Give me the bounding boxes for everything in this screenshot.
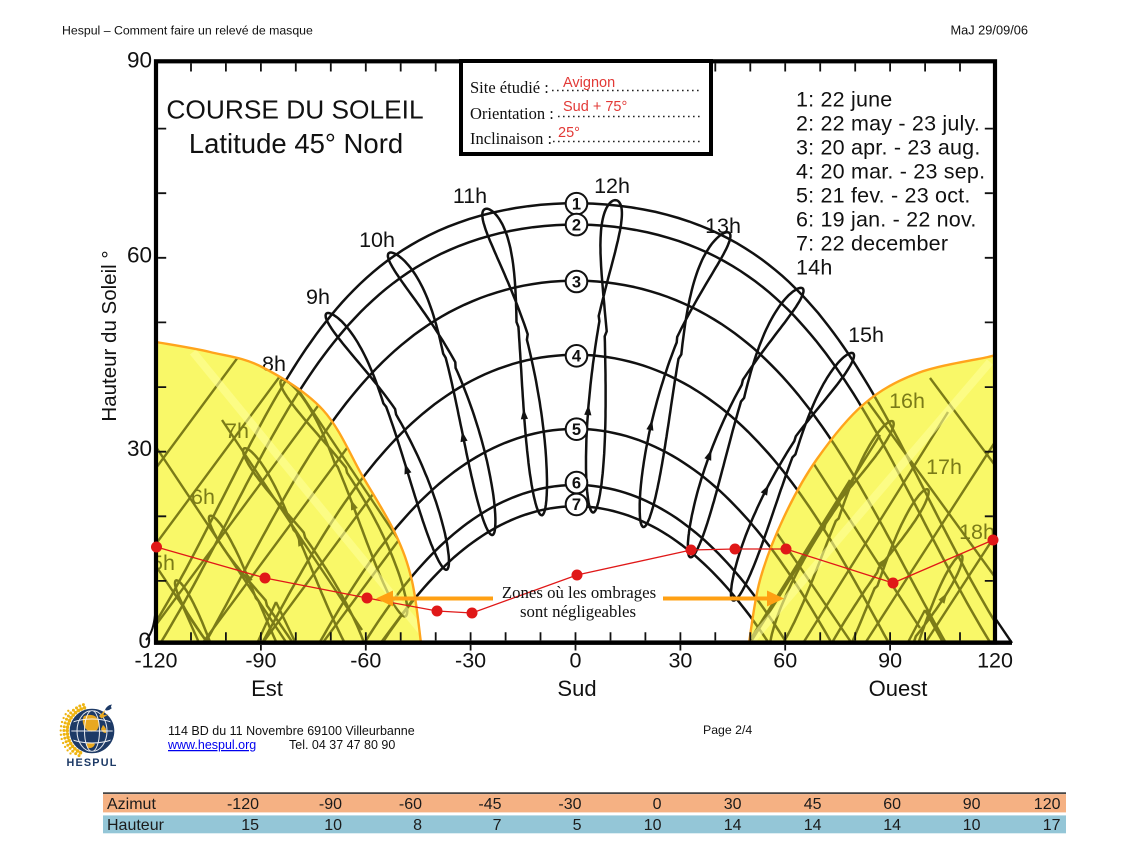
svg-text:6h: 6h — [191, 485, 215, 509]
svg-text:5h: 5h — [151, 551, 175, 575]
svg-text:30: 30 — [668, 649, 692, 673]
svg-text:7: 7 — [493, 817, 502, 834]
svg-text:Ouest: Ouest — [869, 676, 928, 701]
svg-text:60: 60 — [883, 796, 901, 813]
svg-text:Site étudié :: Site étudié : — [470, 78, 549, 97]
svg-text:0: 0 — [570, 649, 582, 673]
svg-text:1: 1 — [572, 196, 581, 214]
svg-text:-120: -120 — [227, 796, 259, 813]
svg-text:15: 15 — [241, 817, 259, 834]
svg-text:45: 45 — [804, 796, 822, 813]
svg-text:Hespul – Comment faire un rele: Hespul – Comment faire un relevé de masq… — [62, 24, 313, 38]
svg-text:Latitude 45° Nord: Latitude 45° Nord — [189, 128, 403, 159]
svg-text:HESPUL: HESPUL — [67, 757, 118, 769]
svg-text:Azimut: Azimut — [107, 796, 156, 813]
svg-text:Zones où les ombrages: Zones où les ombrages — [502, 583, 656, 602]
svg-text:10h: 10h — [359, 228, 395, 252]
svg-text:9h: 9h — [306, 285, 330, 309]
svg-text:5: 5 — [572, 421, 581, 439]
svg-text:2: 22 may - 23 july.: 2: 22 may - 23 july. — [796, 112, 980, 136]
svg-text:10: 10 — [644, 817, 662, 834]
svg-text:3: 3 — [572, 273, 581, 291]
svg-text:-90: -90 — [319, 796, 342, 813]
svg-text:12h: 12h — [594, 174, 630, 198]
svg-text:0: 0 — [138, 628, 151, 653]
svg-text:MaJ 29/09/06: MaJ 29/09/06 — [950, 23, 1028, 38]
svg-text:30: 30 — [127, 436, 152, 461]
svg-text:Tel. 04 37 47 80 90: Tel. 04 37 47 80 90 — [289, 738, 395, 752]
svg-text:16h: 16h — [889, 389, 925, 413]
svg-text:-30: -30 — [558, 796, 581, 813]
svg-text:6: 19 jan. - 22 nov.: 6: 19 jan. - 22 nov. — [796, 208, 977, 232]
svg-text:10: 10 — [324, 817, 342, 834]
svg-text:-60: -60 — [350, 649, 381, 673]
svg-text:120: 120 — [1034, 796, 1061, 813]
svg-text:2: 2 — [572, 216, 581, 234]
svg-text:Sud + 75°: Sud + 75° — [563, 99, 627, 115]
svg-text:Orientation :: Orientation : — [470, 104, 554, 123]
svg-text:4: 20 mar. - 23 sep.: 4: 20 mar. - 23 sep. — [796, 160, 985, 184]
svg-text:25°: 25° — [558, 125, 580, 141]
svg-text:-30: -30 — [455, 649, 486, 673]
svg-text:15h: 15h — [848, 323, 884, 347]
svg-text:3: 20 apr. - 23 aug.: 3: 20 apr. - 23 aug. — [796, 136, 981, 160]
svg-text:14: 14 — [883, 817, 901, 834]
svg-text:17: 17 — [1043, 817, 1061, 834]
svg-text:Hauteur: Hauteur — [107, 817, 165, 834]
svg-text:14: 14 — [804, 817, 822, 834]
svg-text:Avignon: Avignon — [563, 75, 615, 91]
svg-text:0: 0 — [653, 796, 662, 813]
svg-text:Inclinaison :: Inclinaison : — [470, 129, 552, 148]
svg-text:120: 120 — [977, 649, 1013, 673]
svg-text:www.hespul.org: www.hespul.org — [167, 738, 256, 752]
svg-text:7: 7 — [572, 496, 581, 514]
svg-text:14: 14 — [724, 817, 742, 834]
svg-text:60: 60 — [773, 649, 797, 673]
svg-text:17h: 17h — [926, 455, 962, 479]
svg-text:-90: -90 — [245, 649, 276, 673]
svg-text:Sud: Sud — [557, 676, 596, 701]
svg-text:114 BD du 11 Novembre 69100 Vi: 114 BD du 11 Novembre 69100 Villeurbanne — [168, 724, 415, 738]
svg-text:1: 22 june: 1: 22 june — [796, 88, 892, 112]
svg-text:-120: -120 — [134, 649, 177, 673]
svg-text:90: 90 — [127, 48, 152, 73]
svg-text:10: 10 — [963, 817, 981, 834]
svg-text:14h: 14h — [796, 256, 832, 280]
svg-text:11h: 11h — [453, 184, 487, 208]
svg-text:60: 60 — [127, 243, 152, 268]
svg-text:8: 8 — [413, 817, 422, 834]
svg-text:13h: 13h — [705, 214, 741, 238]
svg-text:6: 6 — [572, 474, 581, 492]
svg-text:Page 2/4: Page 2/4 — [703, 723, 752, 737]
svg-text:7: 22 december: 7: 22 december — [796, 232, 948, 256]
svg-text:sont négligeables: sont négligeables — [520, 602, 636, 621]
svg-text:5: 5 — [573, 817, 582, 834]
svg-text:5: 21 fev. - 23 oct.: 5: 21 fev. - 23 oct. — [796, 184, 971, 208]
svg-text:90: 90 — [963, 796, 981, 813]
svg-text:4: 4 — [572, 348, 582, 366]
svg-text:COURSE DU SOLEIL: COURSE DU SOLEIL — [166, 95, 423, 125]
svg-text:30: 30 — [724, 796, 742, 813]
svg-text:-60: -60 — [399, 796, 422, 813]
svg-text:Est: Est — [251, 676, 283, 701]
svg-text:-45: -45 — [478, 796, 501, 813]
svg-text:90: 90 — [878, 649, 902, 673]
svg-text:Hauteur du Soleil °: Hauteur du Soleil ° — [98, 250, 121, 421]
